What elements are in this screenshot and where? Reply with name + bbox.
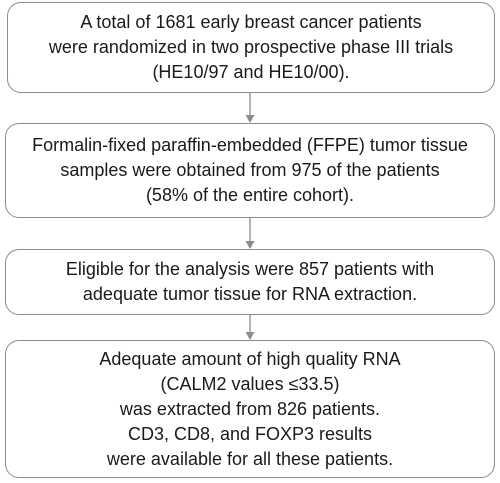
step-1-line-1: A total of 1681 early breast cancer pati…: [80, 12, 422, 32]
step-1-line-3: (HE10/97 and HE10/00).: [152, 62, 350, 82]
step-2-line-3: (58% of the entire cohort).: [145, 185, 355, 205]
step-4-line-3: was extracted from 826 patients.: [119, 398, 381, 419]
step-2-line-2: samples were obtained from 975 of the pa…: [60, 160, 440, 180]
arrowhead-icon: [245, 241, 255, 249]
step-4-line-4: CD3, CD8, and FOXP3 results: [127, 423, 373, 444]
flowchart-step-2: Formalin-fixed paraffin-embedded (FFPE) …: [5, 123, 495, 218]
flowchart-step-3: Eligible for the analysis were 857 patie…: [5, 249, 495, 315]
step-4-line-5: were available for all these patients.: [106, 448, 394, 469]
arrow-step-3-to-4: [245, 315, 255, 340]
step-1-line-2: were randomized in two prospective phase…: [48, 37, 454, 57]
step-4-line-1: Adequate amount of high quality RNA: [99, 348, 401, 369]
flowchart-step-4: Adequate amount of high quality RNA (CAL…: [5, 340, 495, 478]
step-3-line-1: Eligible for the analysis were 857 patie…: [65, 259, 435, 279]
arrowhead-icon: [245, 332, 255, 340]
arrow-step-2-to-3: [245, 218, 255, 249]
arrowhead-icon: [245, 115, 255, 123]
flowchart-step-1: A total of 1681 early breast cancer pati…: [7, 2, 495, 93]
step-4-line-2: (CALM2 values ≤33.5): [160, 373, 340, 394]
step-2-line-1: Formalin-fixed paraffin-embedded (FFPE) …: [32, 135, 468, 155]
arrow-step-1-to-2: [245, 93, 255, 123]
step-3-line-2: adequate tumor tissue for RNA extraction…: [82, 284, 418, 304]
